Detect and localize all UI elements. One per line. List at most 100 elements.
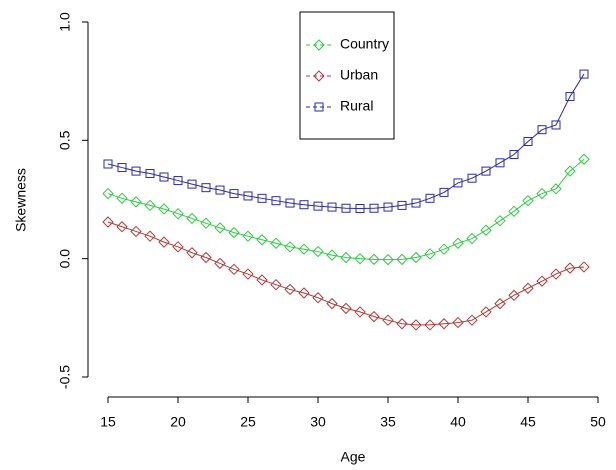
data-point xyxy=(466,232,478,245)
x-tick-label: 50 xyxy=(590,414,606,430)
data-point xyxy=(312,245,324,258)
series-line xyxy=(107,158,585,261)
data-point xyxy=(271,196,281,206)
data-point xyxy=(228,263,240,276)
data-point xyxy=(536,275,548,287)
data-point xyxy=(480,306,492,318)
data-point xyxy=(466,314,478,326)
legend-marker xyxy=(313,39,325,51)
data-point xyxy=(368,253,380,266)
legend-label: Rural xyxy=(340,98,373,114)
data-point xyxy=(145,168,155,178)
data-point xyxy=(579,69,589,79)
x-tick-label: 30 xyxy=(310,414,326,430)
data-point xyxy=(144,199,156,212)
data-point xyxy=(298,243,310,255)
data-point xyxy=(326,249,338,261)
data-point xyxy=(341,203,351,213)
data-point xyxy=(144,230,156,242)
data-point xyxy=(270,278,282,291)
legend-label: Country xyxy=(340,36,389,52)
legend-marker xyxy=(313,70,325,82)
x-tick-label: 20 xyxy=(170,414,186,430)
data-point xyxy=(186,212,198,225)
data-point xyxy=(439,187,449,197)
series-line xyxy=(107,73,585,209)
data-point xyxy=(340,251,352,264)
x-axis-title: Age xyxy=(341,449,366,465)
data-point xyxy=(452,237,464,249)
data-point xyxy=(578,261,590,273)
data-point xyxy=(481,166,491,176)
data-point xyxy=(480,224,492,236)
data-point xyxy=(229,189,239,199)
data-point xyxy=(214,222,226,234)
data-point xyxy=(159,172,169,182)
data-point xyxy=(494,215,506,227)
y-tick-label: 1.0 xyxy=(57,12,73,32)
data-point xyxy=(116,221,128,233)
data-point xyxy=(508,205,520,218)
data-point xyxy=(467,173,477,183)
data-point xyxy=(285,198,295,208)
data-point xyxy=(396,318,408,330)
data-point xyxy=(522,282,534,294)
x-tick-label: 15 xyxy=(100,414,116,430)
data-point xyxy=(172,241,184,253)
data-point xyxy=(508,289,520,302)
data-point xyxy=(397,200,407,210)
data-point xyxy=(509,150,519,160)
data-point xyxy=(158,203,170,215)
data-point xyxy=(382,253,394,266)
data-point xyxy=(117,163,127,173)
data-point xyxy=(424,319,436,331)
data-point xyxy=(354,252,366,265)
data-point xyxy=(424,248,436,260)
y-axis-title: Skewness xyxy=(13,168,29,232)
x-tick-label: 45 xyxy=(520,414,536,430)
data-point xyxy=(103,159,113,169)
data-point xyxy=(200,251,212,264)
data-point xyxy=(131,166,141,176)
data-point xyxy=(355,203,365,213)
data-point xyxy=(369,203,379,213)
data-point xyxy=(270,237,282,249)
data-point xyxy=(411,198,421,208)
data-point xyxy=(522,194,534,207)
data-point xyxy=(256,234,268,246)
data-point xyxy=(228,226,240,239)
data-point xyxy=(410,319,422,331)
data-point xyxy=(565,92,575,102)
data-point xyxy=(214,257,226,270)
data-point xyxy=(327,202,337,212)
data-point xyxy=(354,306,366,318)
data-point xyxy=(102,187,114,200)
data-point xyxy=(396,253,408,266)
data-point xyxy=(313,201,323,211)
legend-marker xyxy=(314,102,324,112)
data-point xyxy=(284,283,296,296)
data-point xyxy=(550,183,562,195)
data-point xyxy=(173,176,183,186)
x-tick-label: 25 xyxy=(240,414,256,430)
data-point xyxy=(382,314,394,326)
data-point xyxy=(453,178,463,188)
data-point xyxy=(187,179,197,189)
data-point xyxy=(172,207,184,220)
data-point xyxy=(551,120,561,130)
data-point xyxy=(215,185,225,195)
data-point xyxy=(383,202,393,212)
data-point xyxy=(578,153,590,165)
data-point xyxy=(368,310,380,323)
data-point xyxy=(452,316,464,329)
data-point xyxy=(242,230,254,242)
data-point xyxy=(257,193,267,203)
data-point xyxy=(425,193,435,203)
data-point xyxy=(158,236,170,248)
data-point xyxy=(299,200,309,210)
data-point xyxy=(130,225,142,238)
legend-label: Urban xyxy=(340,67,378,83)
data-point xyxy=(410,251,422,264)
